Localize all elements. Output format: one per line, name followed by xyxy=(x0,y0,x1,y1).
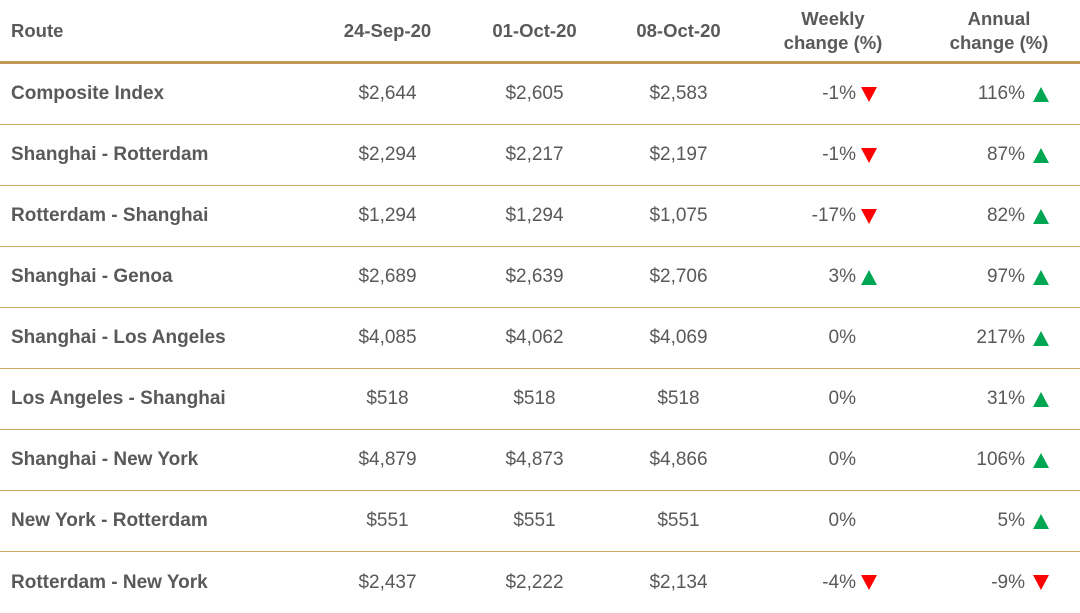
rate-24-sep-20: $4,879 xyxy=(358,449,417,470)
route-name: Shanghai - Los Angeles xyxy=(11,327,226,348)
rate-24-sep-20: $2,437 xyxy=(358,571,417,593)
annual-up-arrow-icon xyxy=(1033,514,1049,529)
header-route: Route xyxy=(11,19,64,41)
annual-up-arrow-icon xyxy=(1033,87,1049,102)
table-row: New York - Rotterdam $551 $551 $551 0% 5% xyxy=(0,491,1080,552)
table-row: Rotterdam - New York $2,437 $2,222 $2,134 -4… xyxy=(0,552,1080,613)
route-name: Composite Index xyxy=(11,83,165,104)
annual-change-value: 106% xyxy=(976,449,1025,470)
weekly-change-value: -17% xyxy=(811,205,856,226)
weekly-change-value: 0% xyxy=(828,449,856,470)
weekly-down-arrow-icon xyxy=(861,87,877,102)
route-name: Shanghai - Genoa xyxy=(11,266,173,287)
header-annual-change: Annual change (%) xyxy=(934,0,1064,61)
annual-change-value: 31% xyxy=(986,388,1025,409)
rate-24-sep-20: $1,294 xyxy=(358,205,417,226)
weekly-change-value: -1% xyxy=(822,83,856,104)
route-name: Shanghai - Rotterdam xyxy=(11,144,209,165)
annual-change-value: 5% xyxy=(997,510,1025,531)
annual-up-arrow-icon xyxy=(1033,453,1049,468)
weekly-change-value: 0% xyxy=(828,388,856,409)
annual-up-arrow-icon xyxy=(1033,209,1049,224)
table-row: Los Angeles - Shanghai $518 $518 $518 0% 31% xyxy=(0,369,1080,430)
rate-08-oct-20: $518 xyxy=(657,388,700,409)
header-weekly-line-2: change (%) xyxy=(783,31,883,53)
table-row: Shanghai - Genoa $2,689 $2,639 $2,706 3% 97% xyxy=(0,247,1080,308)
annual-up-arrow-icon xyxy=(1033,148,1049,163)
rate-08-oct-20: $2,197 xyxy=(649,144,708,165)
header-date-3: 08-Oct-20 xyxy=(636,19,721,41)
header-weekly-line-1: Weekly xyxy=(801,7,865,29)
annual-change-value: 116% xyxy=(977,83,1025,104)
route-name: Rotterdam - New York xyxy=(11,571,208,593)
weekly-down-arrow-icon xyxy=(861,209,877,224)
route-name: Shanghai - New York xyxy=(11,449,199,470)
route-name: Rotterdam - Shanghai xyxy=(11,205,209,226)
header-annual-line-1: Annual xyxy=(967,7,1031,29)
rate-08-oct-20: $551 xyxy=(657,510,700,531)
annual-up-arrow-icon xyxy=(1033,270,1049,285)
annual-up-arrow-icon xyxy=(1033,392,1049,407)
header-weekly-change: Weekly change (%) xyxy=(770,0,896,61)
rate-01-oct-20: $2,639 xyxy=(505,266,564,287)
rate-08-oct-20: $2,583 xyxy=(649,83,708,104)
rate-08-oct-20: $2,706 xyxy=(649,266,708,287)
weekly-change-value: 3% xyxy=(828,266,856,287)
rate-08-oct-20: $4,069 xyxy=(649,327,708,348)
route-name: New York - Rotterdam xyxy=(11,510,208,531)
header-date-1: 24-Sep-20 xyxy=(343,19,432,41)
rate-24-sep-20: $4,085 xyxy=(358,327,417,348)
rate-08-oct-20: $2,134 xyxy=(649,571,708,593)
rate-24-sep-20: $518 xyxy=(366,388,409,409)
rate-24-sep-20: $2,644 xyxy=(358,83,417,104)
weekly-change-value: -1% xyxy=(822,144,856,165)
weekly-change-value: 0% xyxy=(828,327,856,348)
rate-08-oct-20: $4,866 xyxy=(649,449,708,470)
header-date-2: 01-Oct-20 xyxy=(492,19,577,41)
annual-down-arrow-icon xyxy=(1033,575,1049,590)
table-header: Route 24-Sep-20 01-Oct-20 08-Oct-20 Week… xyxy=(0,0,1080,64)
route-name: Los Angeles - Shanghai xyxy=(11,388,226,409)
rate-24-sep-20: $2,294 xyxy=(358,144,417,165)
rate-01-oct-20: $2,217 xyxy=(505,144,564,165)
rate-08-oct-20: $1,075 xyxy=(649,205,708,226)
annual-change-value: -9% xyxy=(991,571,1025,593)
rate-01-oct-20: $551 xyxy=(513,510,556,531)
rate-24-sep-20: $551 xyxy=(366,510,409,531)
table-row: Shanghai - Rotterdam $2,294 $2,217 $2,197 -1… xyxy=(0,125,1080,186)
rate-01-oct-20: $2,605 xyxy=(505,83,564,104)
annual-up-arrow-icon xyxy=(1033,331,1049,346)
annual-change-value: 217% xyxy=(976,327,1025,348)
table-row: Rotterdam - Shanghai $1,294 $1,294 $1,075 -1… xyxy=(0,186,1080,247)
rate-01-oct-20: $2,222 xyxy=(505,571,564,593)
rate-01-oct-20: $1,294 xyxy=(505,205,564,226)
table-row: Composite Index $2,644 $2,605 $2,583 -1% 116% xyxy=(0,64,1080,125)
annual-change-value: 82% xyxy=(986,205,1025,226)
rate-01-oct-20: $518 xyxy=(513,388,556,409)
annual-change-value: 87% xyxy=(986,144,1025,165)
weekly-up-arrow-icon xyxy=(861,270,877,285)
weekly-change-value: 0% xyxy=(828,510,856,531)
rate-01-oct-20: $4,873 xyxy=(505,449,564,470)
annual-change-value: 97% xyxy=(986,266,1025,287)
rate-01-oct-20: $4,062 xyxy=(505,327,564,348)
header-annual-line-2: change (%) xyxy=(949,31,1049,53)
weekly-down-arrow-icon xyxy=(861,575,877,590)
weekly-change-value: -4% xyxy=(822,571,856,593)
rate-24-sep-20: $2,689 xyxy=(358,266,417,287)
weekly-down-arrow-icon xyxy=(861,148,877,163)
table-row: Shanghai - Los Angeles $4,085 $4,062 $4,069… xyxy=(0,308,1080,369)
table-row: Shanghai - New York $4,879 $4,873 $4,866 0% 1… xyxy=(0,430,1080,491)
